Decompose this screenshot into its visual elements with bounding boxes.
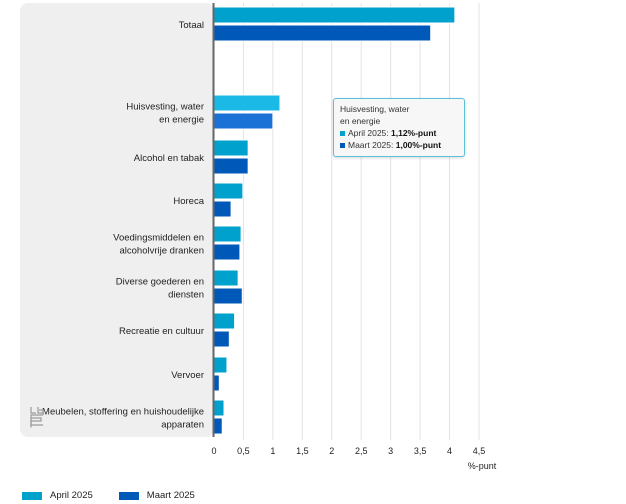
- x-tick-label: 1,5: [296, 446, 309, 456]
- legend-swatch-maart: [118, 491, 139, 500]
- category-label: apparaten: [161, 420, 204, 431]
- category-label: Recreatie en cultuur: [119, 326, 204, 337]
- bar-maart[interactable]: [213, 243, 241, 261]
- category-label: Meubelen, stoffering en huishoudelijke: [42, 407, 204, 418]
- gridlines: [242, 3, 480, 440]
- bar-april[interactable]: [213, 182, 244, 200]
- bar-maart[interactable]: [213, 417, 223, 435]
- tooltip-april-swatch: [340, 131, 345, 137]
- tooltip-maart-swatch: [340, 143, 345, 149]
- category-label: alcoholvrije dranken: [120, 246, 205, 257]
- x-axis-label: %-punt: [468, 461, 497, 471]
- bar-april[interactable]: [213, 356, 228, 374]
- legend-swatch-april: [22, 491, 42, 500]
- x-tick-label: 3: [388, 446, 393, 456]
- cbs-logo-icon: [30, 406, 44, 428]
- tooltip-title-line2: en energie: [340, 116, 381, 126]
- x-tick-label: 0,5: [237, 446, 250, 456]
- legend-label-maart: Maart 2025: [146, 490, 195, 501]
- category-label: en energie: [159, 115, 204, 126]
- category-label: Voedingsmiddelen en: [113, 233, 204, 244]
- x-tick-label: 0: [211, 446, 216, 456]
- bar-maart[interactable]: [213, 287, 243, 305]
- x-tick-label: 4: [447, 446, 452, 456]
- bars: [213, 6, 456, 435]
- tooltip-april-label: April 2025:: [348, 128, 391, 138]
- bar-maart[interactable]: [213, 200, 232, 218]
- bar-maart[interactable]: [213, 157, 249, 175]
- bar-april[interactable]: [213, 139, 249, 157]
- bar-april[interactable]: [213, 312, 236, 330]
- category-label: Vervoer: [171, 370, 204, 381]
- bar-april[interactable]: [213, 94, 281, 112]
- bar-april[interactable]: [213, 399, 225, 417]
- bar-maart[interactable]: [213, 374, 220, 392]
- x-tick-label: 4,5: [473, 446, 486, 456]
- category-panel: [20, 3, 214, 437]
- legend-item-maart[interactable]: Maart 2025: [118, 490, 195, 501]
- category-label: Totaal: [179, 20, 204, 31]
- x-tick-labels: 0 0,5 1 1,5 2 2,5 3 3,5 4 4,5: [211, 446, 485, 456]
- x-tick-label: 3,5: [414, 446, 427, 456]
- bar-april[interactable]: [213, 269, 239, 287]
- category-label: diensten: [168, 290, 204, 301]
- legend-item-april[interactable]: April 2025: [22, 490, 93, 501]
- category-label: Alcohol en tabak: [134, 153, 204, 164]
- category-label: Diverse goederen en: [116, 277, 204, 288]
- bar-chart: Totaal Huisvesting, water en energie Alcoho…: [20, 3, 497, 471]
- category-labels: Totaal Huisvesting, water en energie Alcoho…: [42, 20, 205, 431]
- bar-april[interactable]: [213, 6, 456, 24]
- tooltip-maart-value: 1,00%-punt: [395, 140, 442, 150]
- tooltip: Huisvesting, water en energie April 2025…: [333, 98, 465, 157]
- x-tick-label: 1: [270, 446, 275, 456]
- bar-april[interactable]: [213, 225, 242, 243]
- tooltip-april-value: 1,12%-punt: [391, 128, 437, 138]
- category-label: Huisvesting, water: [126, 102, 204, 113]
- category-label: Horeca: [173, 196, 204, 207]
- tooltip-maart-label: Maart 2025:: [348, 140, 396, 150]
- tooltip-row-april: April 2025: 1,12%-punt: [340, 127, 458, 139]
- legend-label-april: April 2025: [50, 490, 93, 501]
- bar-maart[interactable]: [213, 330, 230, 348]
- x-tick-label: 2: [329, 446, 334, 456]
- bar-maart[interactable]: [213, 112, 274, 130]
- x-tick-label: 2,5: [355, 446, 368, 456]
- legend: April 2025 Maart 2025: [22, 490, 195, 501]
- tooltip-title-line1: Huisvesting, water: [340, 104, 410, 114]
- tooltip-row-maart: Maart 2025: 1,00%-punt: [340, 139, 458, 151]
- bar-maart[interactable]: [213, 24, 432, 42]
